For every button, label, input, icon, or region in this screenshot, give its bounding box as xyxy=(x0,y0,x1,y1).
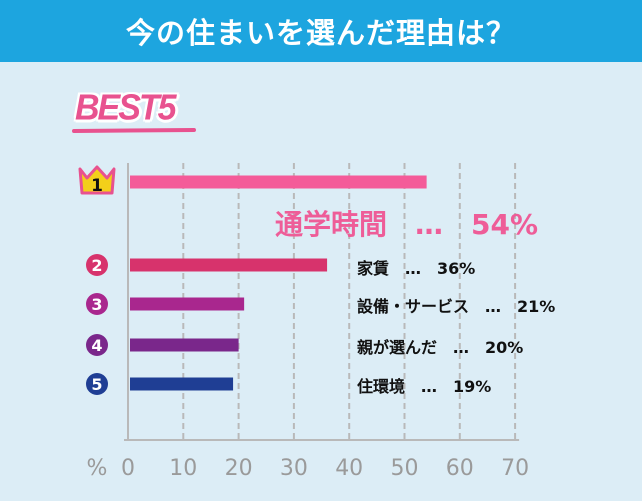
crown-icon xyxy=(78,165,116,195)
tick-label-0: 0 xyxy=(121,456,135,481)
best5-badge: BEST5 xyxy=(75,88,177,128)
rank-number-4: 4 xyxy=(91,336,102,355)
tick-label-50: 50 xyxy=(391,456,419,481)
rank-circle-2 xyxy=(86,254,108,276)
unit-label: % xyxy=(87,456,108,481)
data-label-5: 住環境 … 19% xyxy=(357,377,492,396)
data-label-3: 設備・サービス … 21% xyxy=(357,297,556,316)
title-banner: 今の住まいを選んだ理由は？ xyxy=(0,0,642,62)
tick-label-10: 10 xyxy=(169,456,197,481)
data-label-2: 家賃 … 36% xyxy=(357,259,476,278)
data-label-4: 親が選んだ … 20% xyxy=(357,338,524,357)
rank-number-5: 5 xyxy=(91,375,102,394)
tick-label-40: 40 xyxy=(335,456,363,481)
bar-4 xyxy=(130,338,239,352)
rank-number-2: 2 xyxy=(91,256,102,275)
tick-label-70: 70 xyxy=(501,456,529,481)
tick-label-60: 60 xyxy=(446,456,474,481)
bar-5 xyxy=(130,377,234,391)
best5-underline xyxy=(72,128,196,133)
rank-number-1: 1 xyxy=(91,176,103,196)
page-title: 今の住まいを選んだ理由は？ xyxy=(125,16,516,50)
bar-3 xyxy=(130,297,245,311)
tick-label-30: 30 xyxy=(280,456,308,481)
tick-label-20: 20 xyxy=(225,456,253,481)
rank-circle-5 xyxy=(86,373,108,395)
rank-circle-4 xyxy=(86,334,108,356)
bar-2 xyxy=(130,258,328,272)
rank-circle-3 xyxy=(86,293,108,315)
data-label-1: 通学時間 … 54% xyxy=(275,208,539,241)
bar-1 xyxy=(130,175,427,189)
rank-number-3: 3 xyxy=(91,295,102,314)
